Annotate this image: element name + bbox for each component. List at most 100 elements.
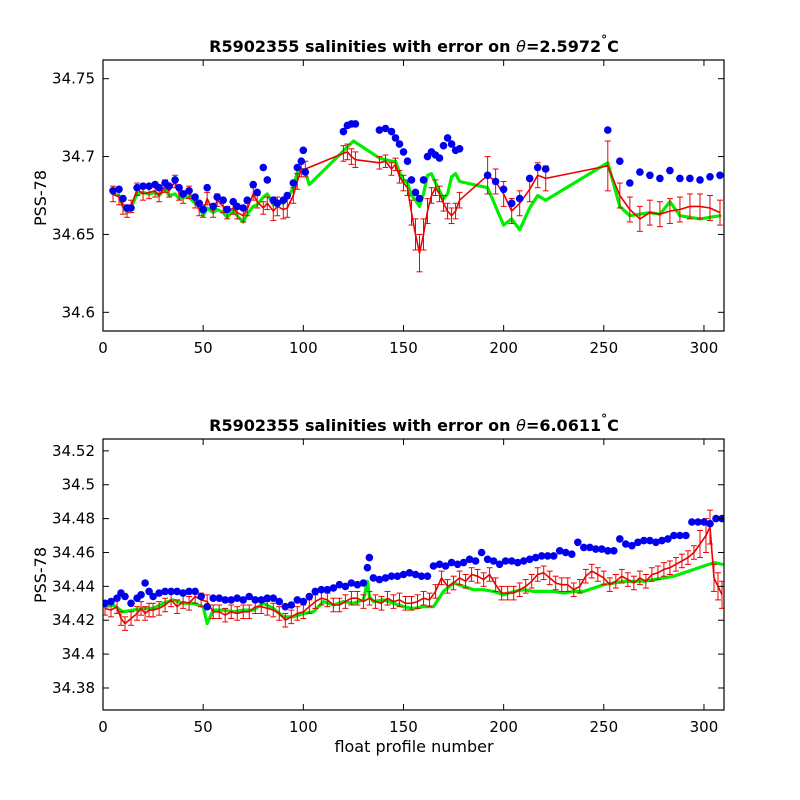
error-bar: [676, 196, 683, 223]
blue-data-point: [592, 545, 600, 553]
error-bar: [366, 590, 373, 606]
blue-data-point: [656, 174, 664, 183]
blue-data-point: [119, 194, 127, 203]
blue-data-point: [429, 562, 438, 570]
error-bar: [440, 195, 447, 212]
blue-data-point: [443, 134, 452, 142]
error-bar: [360, 594, 367, 609]
x-tick-label: 50: [194, 339, 213, 357]
blue-data-point: [676, 531, 684, 540]
blue-data-point: [483, 555, 492, 564]
error-bar: [452, 202, 459, 220]
error-bar: [156, 601, 163, 616]
error-bar: [432, 179, 439, 196]
error-bar: [382, 154, 389, 168]
blue-data-point: [628, 541, 636, 550]
error-bar: [710, 563, 717, 592]
blue-data-point: [640, 536, 648, 545]
error-bar: [706, 195, 713, 221]
blue-data-point: [281, 602, 290, 611]
blue-data-point: [139, 182, 147, 190]
error-bar: [492, 577, 499, 592]
blue-data-point: [399, 570, 408, 579]
error-bar: [142, 606, 149, 621]
x-tick-label: 100: [289, 339, 318, 357]
error-bar: [516, 190, 523, 217]
blue-data-point: [351, 120, 360, 128]
error-bar: [444, 202, 451, 220]
blue-data-point: [115, 185, 123, 194]
error-bar: [594, 567, 601, 582]
error-bar: [636, 205, 643, 232]
blue-data-point: [610, 547, 618, 555]
blue-data-point: [113, 594, 121, 602]
blue-data-point: [245, 592, 253, 601]
blue-data-point: [405, 569, 414, 577]
error-bar: [714, 572, 721, 601]
blue-data-point: [696, 176, 704, 184]
error-bar: [612, 574, 619, 589]
x-tick-label: 0: [98, 339, 108, 357]
blue-data-point: [219, 196, 227, 204]
blue-data-point: [239, 204, 247, 212]
blue-data-point: [616, 157, 624, 165]
error-bar: [384, 590, 391, 606]
x-tick-label: 300: [690, 339, 719, 357]
chart-title-bottom: R5902355 salinities with error on θ=6.06…: [209, 412, 619, 435]
blue-data-point: [263, 176, 272, 184]
y-axis-label-top: PSS-78: [31, 170, 50, 226]
error-bar: [352, 151, 359, 168]
y-tick-label: 34.75: [52, 70, 95, 88]
blue-data-point: [243, 196, 251, 204]
error-bar: [600, 570, 607, 586]
blue-data-point: [251, 596, 259, 604]
blue-data-point: [664, 535, 672, 543]
blue-data-point: [513, 558, 522, 567]
error-bar: [432, 584, 439, 599]
blue-data-point: [666, 166, 674, 175]
blue-data-point: [269, 594, 278, 602]
error-bar: [348, 590, 355, 606]
blue-data-point: [173, 587, 181, 596]
x-tick-label: 150: [389, 339, 418, 357]
blue-data-point: [145, 587, 153, 596]
error-bar: [516, 582, 523, 598]
blue-data-point: [395, 140, 404, 148]
error-bar: [570, 582, 577, 598]
blue-data-point: [363, 563, 372, 572]
error-bar: [624, 572, 631, 587]
blue-data-point: [636, 168, 644, 176]
error-bar: [546, 570, 553, 586]
blue-data-point: [688, 518, 696, 526]
blue-data-point: [293, 163, 302, 172]
error-bar: [174, 599, 181, 614]
error-bar: [456, 570, 463, 586]
blue-data-point: [706, 519, 714, 528]
error-bar: [270, 602, 277, 618]
axes-frame: [102, 438, 725, 711]
error-bar: [684, 550, 691, 565]
blue-data-point: [107, 597, 115, 606]
blue-data-point: [287, 601, 296, 609]
y-tick-label: 34.42: [52, 611, 95, 629]
blue-data-point: [175, 183, 183, 192]
error-bar: [294, 606, 301, 621]
blue-data-point: [329, 584, 338, 592]
blue-data-point: [195, 199, 203, 208]
blue-data-point: [253, 188, 261, 197]
error-bar: [150, 602, 157, 618]
error-bar: [340, 145, 347, 162]
blue-data-point: [359, 579, 368, 587]
error-bar: [696, 529, 703, 559]
blue-data-point: [515, 194, 524, 203]
blue-data-point: [121, 592, 129, 601]
error-bar: [246, 604, 253, 620]
blue-data-point: [477, 548, 486, 557]
error-bar: [216, 604, 223, 620]
x-tick-label: 300: [690, 718, 719, 736]
error-bar: [162, 597, 169, 613]
chart-panel-top: R5902355 salinities with error on θ=2.59…: [31, 33, 725, 357]
y-tick-label: 34.38: [52, 679, 95, 697]
blue-data-point: [227, 596, 235, 604]
blue-data-point: [341, 582, 350, 591]
